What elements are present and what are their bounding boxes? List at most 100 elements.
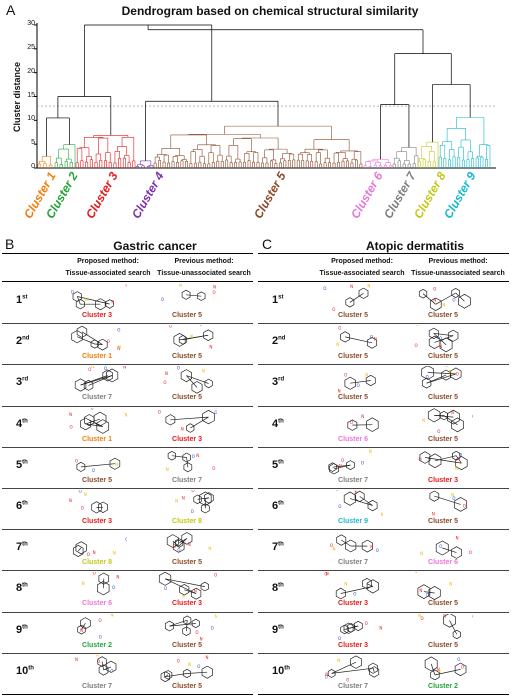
rank-suffix: st bbox=[22, 294, 28, 301]
svg-text:N: N bbox=[125, 412, 128, 417]
svg-text:O: O bbox=[433, 287, 436, 292]
svg-text:N: N bbox=[111, 614, 114, 618]
svg-text:N: N bbox=[370, 545, 373, 550]
svg-text:O: O bbox=[370, 335, 373, 340]
svg-text:N: N bbox=[196, 453, 199, 458]
cluster-assignment-label: Cluster 2 bbox=[428, 682, 458, 690]
cluster-assignment-label: Cluster 5 bbox=[338, 312, 368, 319]
svg-text:O: O bbox=[71, 289, 74, 294]
row-divider bbox=[2, 488, 253, 489]
svg-text:N: N bbox=[93, 550, 96, 555]
rank-label: 6th bbox=[272, 500, 284, 512]
svg-text:N: N bbox=[75, 657, 78, 662]
svg-text:N: N bbox=[113, 551, 116, 556]
svg-text:N: N bbox=[115, 462, 118, 467]
svg-text:N: N bbox=[350, 284, 353, 289]
cluster-assignment-label: Cluster 3 bbox=[172, 600, 202, 608]
svg-text:N: N bbox=[214, 408, 217, 409]
svg-text:O: O bbox=[81, 505, 84, 510]
svg-text:O: O bbox=[177, 366, 180, 370]
svg-text:O: O bbox=[191, 490, 194, 493]
rank-label: 2nd bbox=[16, 335, 29, 347]
cluster-assignment-label: Cluster 5 bbox=[428, 435, 458, 443]
rank-number: 7 bbox=[272, 541, 279, 554]
svg-text:O: O bbox=[459, 452, 462, 457]
rank-number: 3 bbox=[16, 376, 23, 389]
cluster-assignment-label: Cluster 5 bbox=[338, 394, 368, 402]
svg-text:N: N bbox=[123, 366, 126, 370]
svg-text:N: N bbox=[439, 344, 442, 349]
row-divider bbox=[2, 364, 253, 366]
row-divider bbox=[258, 652, 509, 654]
rank-suffix: th bbox=[278, 459, 284, 466]
svg-text:N: N bbox=[381, 512, 383, 517]
cluster-assignment-label: Cluster 6 bbox=[338, 435, 368, 443]
rank-label: 10th bbox=[16, 665, 34, 677]
col1-line1: Proposed method: bbox=[77, 258, 139, 265]
svg-text:N: N bbox=[437, 667, 440, 672]
rank-suffix: th bbox=[278, 623, 284, 630]
svg-text:O: O bbox=[70, 424, 73, 429]
svg-text:O: O bbox=[419, 457, 422, 462]
rank-suffix: rd bbox=[22, 376, 29, 383]
cluster-assignment-label: Cluster 3 bbox=[82, 312, 112, 319]
rank-suffix: st bbox=[278, 294, 284, 301]
cluster-assignment-label: Cluster 5 bbox=[428, 641, 458, 649]
svg-text:O: O bbox=[99, 634, 102, 639]
rank-label: 7th bbox=[16, 541, 28, 553]
rank-number: 1 bbox=[272, 294, 279, 306]
panel-c-col2-head: Previous method: Tissue-unassociated sea… bbox=[406, 256, 510, 280]
svg-text:N: N bbox=[420, 551, 423, 556]
rank-label: 8th bbox=[272, 582, 284, 594]
cluster-assignment-label: Cluster 3 bbox=[428, 476, 458, 484]
cluster-assignment-label: Cluster 5 bbox=[338, 353, 368, 361]
svg-text:N: N bbox=[364, 614, 367, 615]
svg-text:N: N bbox=[455, 466, 458, 471]
rank-number: 10 bbox=[16, 664, 29, 677]
cluster-assignment-label: Cluster 5 bbox=[172, 353, 202, 361]
panel-c-letter: C bbox=[262, 236, 273, 252]
cluster-assignment-label: Cluster 3 bbox=[82, 518, 112, 525]
svg-text:N: N bbox=[337, 658, 340, 663]
svg-text:O: O bbox=[97, 659, 100, 664]
row-divider bbox=[2, 652, 253, 654]
svg-text:N: N bbox=[215, 614, 217, 619]
svg-text:N: N bbox=[202, 369, 205, 374]
svg-text:O: O bbox=[79, 490, 82, 494]
rank-suffix: th bbox=[22, 541, 28, 548]
rank-label: 1st bbox=[272, 294, 283, 306]
cluster-assignment-label: Cluster 6 bbox=[428, 559, 458, 567]
rank-suffix: th bbox=[22, 459, 28, 466]
svg-text:O: O bbox=[338, 636, 341, 641]
row-divider bbox=[258, 405, 509, 407]
row-divider bbox=[2, 570, 253, 572]
svg-text:N: N bbox=[445, 366, 448, 368]
svg-text:N: N bbox=[175, 499, 178, 504]
svg-text:N: N bbox=[451, 410, 454, 415]
svg-text:O: O bbox=[330, 543, 333, 548]
svg-text:N: N bbox=[166, 467, 169, 472]
svg-text:N: N bbox=[84, 492, 87, 497]
rank-number: 9 bbox=[272, 623, 279, 636]
svg-text:N: N bbox=[200, 636, 203, 641]
svg-text:O: O bbox=[452, 496, 455, 501]
rank-number: 7 bbox=[16, 541, 23, 554]
svg-text:O: O bbox=[415, 572, 418, 573]
svg-text:O: O bbox=[212, 466, 215, 471]
svg-text:O: O bbox=[452, 298, 455, 303]
row-divider bbox=[258, 611, 509, 613]
cluster-assignment-label: Cluster 5 bbox=[172, 641, 202, 649]
panel-c-title: Atopic dermatitis bbox=[365, 239, 464, 253]
svg-text:N: N bbox=[422, 418, 425, 423]
svg-text:O: O bbox=[173, 544, 176, 549]
cluster-assignment-label: Cluster 1 bbox=[82, 435, 112, 443]
svg-text:O: O bbox=[164, 586, 167, 591]
